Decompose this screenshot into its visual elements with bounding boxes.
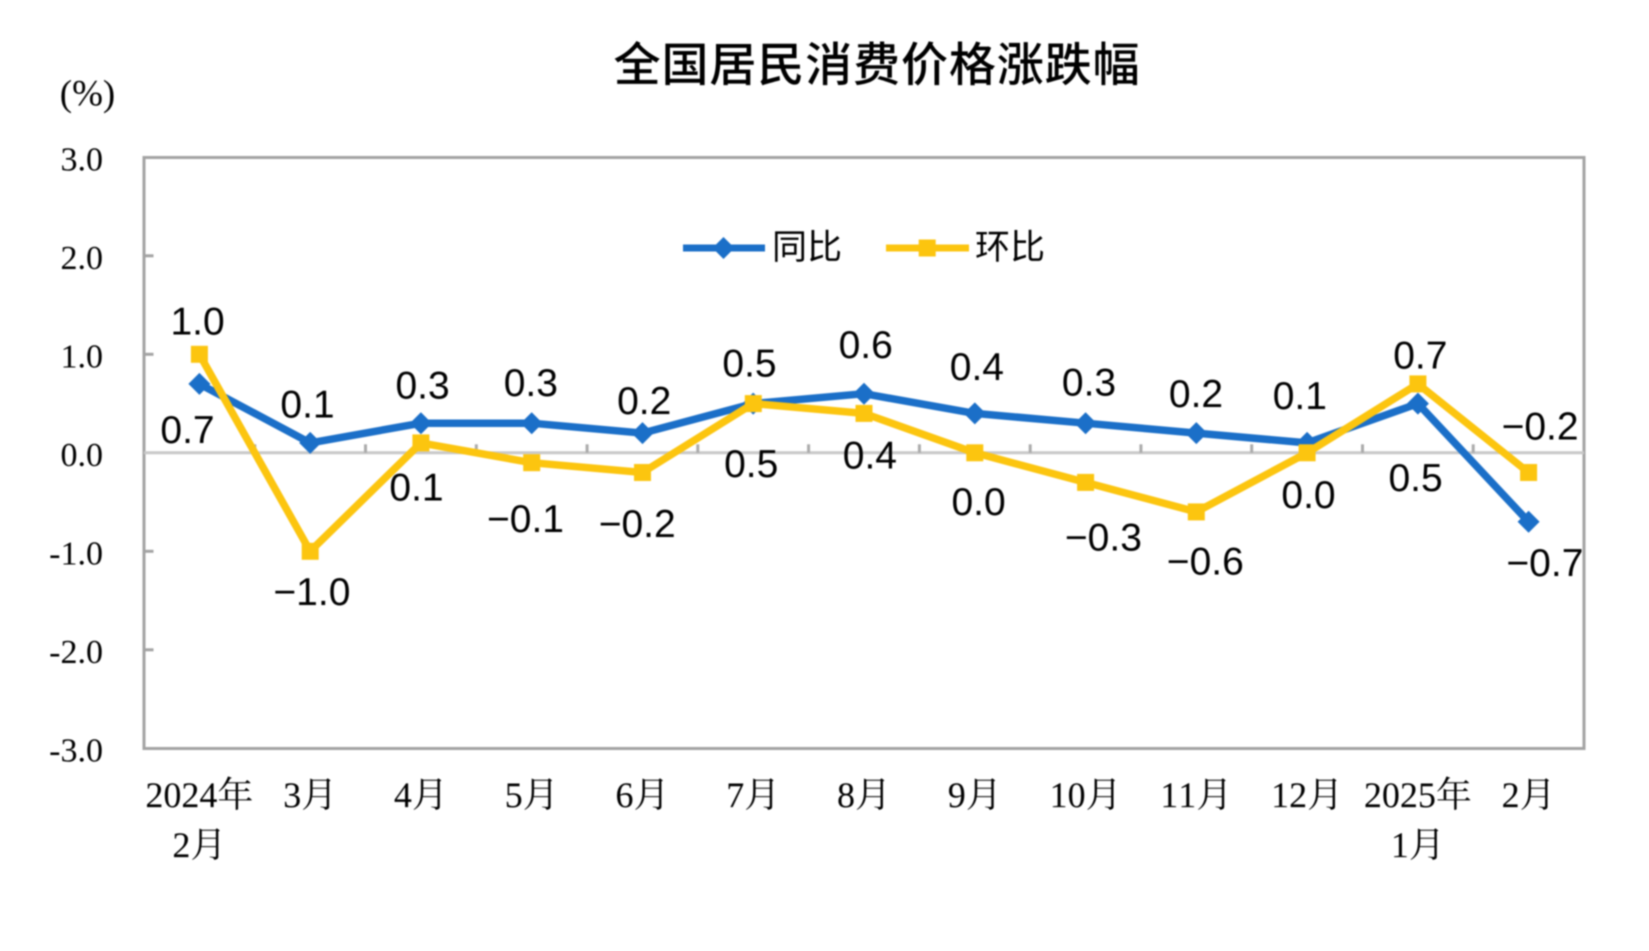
svg-text:0.4: 0.4 (843, 434, 897, 477)
svg-text:(%): (%) (60, 74, 115, 115)
svg-text:3.0: 3.0 (61, 142, 104, 179)
svg-text:0.0: 0.0 (1281, 474, 1335, 517)
svg-text:0.3: 0.3 (395, 364, 449, 407)
svg-text:-3.0: -3.0 (49, 733, 103, 770)
svg-text:0.1: 0.1 (1273, 375, 1327, 418)
svg-text:0.0: 0.0 (951, 481, 1005, 524)
svg-text:0.7: 0.7 (160, 409, 214, 452)
svg-text:0.3: 0.3 (1062, 361, 1116, 404)
svg-text:0.7: 0.7 (1393, 334, 1447, 377)
svg-text:0.2: 0.2 (1169, 373, 1223, 416)
svg-text:0.2: 0.2 (617, 380, 671, 423)
svg-text:−0.7: −0.7 (1506, 542, 1583, 585)
svg-text:2.0: 2.0 (61, 240, 104, 277)
svg-text:−0.3: −0.3 (1065, 517, 1142, 560)
svg-text:1.0: 1.0 (170, 301, 224, 344)
svg-text:1.0: 1.0 (61, 339, 104, 376)
svg-text:−0.1: −0.1 (487, 498, 564, 541)
svg-text:0.1: 0.1 (280, 384, 334, 427)
svg-text:−0.2: −0.2 (599, 503, 676, 546)
svg-text:0.0: 0.0 (61, 437, 104, 474)
svg-text:−0.6: −0.6 (1167, 541, 1244, 584)
svg-text:−0.2: −0.2 (1502, 406, 1579, 449)
svg-text:0.5: 0.5 (1388, 457, 1442, 500)
svg-text:0.5: 0.5 (722, 343, 776, 386)
svg-text:−1.0: −1.0 (273, 571, 350, 614)
svg-text:0.5: 0.5 (724, 443, 778, 486)
svg-text:0.3: 0.3 (504, 362, 558, 405)
svg-text:0.1: 0.1 (389, 467, 443, 510)
svg-text:-2.0: -2.0 (49, 634, 103, 671)
svg-text:0.6: 0.6 (839, 324, 893, 367)
svg-text:-1.0: -1.0 (49, 536, 103, 573)
svg-text:0.4: 0.4 (950, 346, 1004, 389)
